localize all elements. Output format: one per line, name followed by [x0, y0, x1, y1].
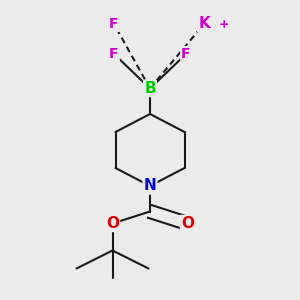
Text: F: F [181, 47, 191, 61]
Text: F: F [109, 47, 119, 61]
Text: O: O [106, 216, 119, 231]
Text: F: F [109, 17, 119, 31]
Text: N: N [144, 178, 156, 194]
Text: K: K [198, 16, 210, 32]
Text: O: O [181, 216, 194, 231]
Text: +: + [218, 17, 229, 31]
Text: B: B [144, 81, 156, 96]
